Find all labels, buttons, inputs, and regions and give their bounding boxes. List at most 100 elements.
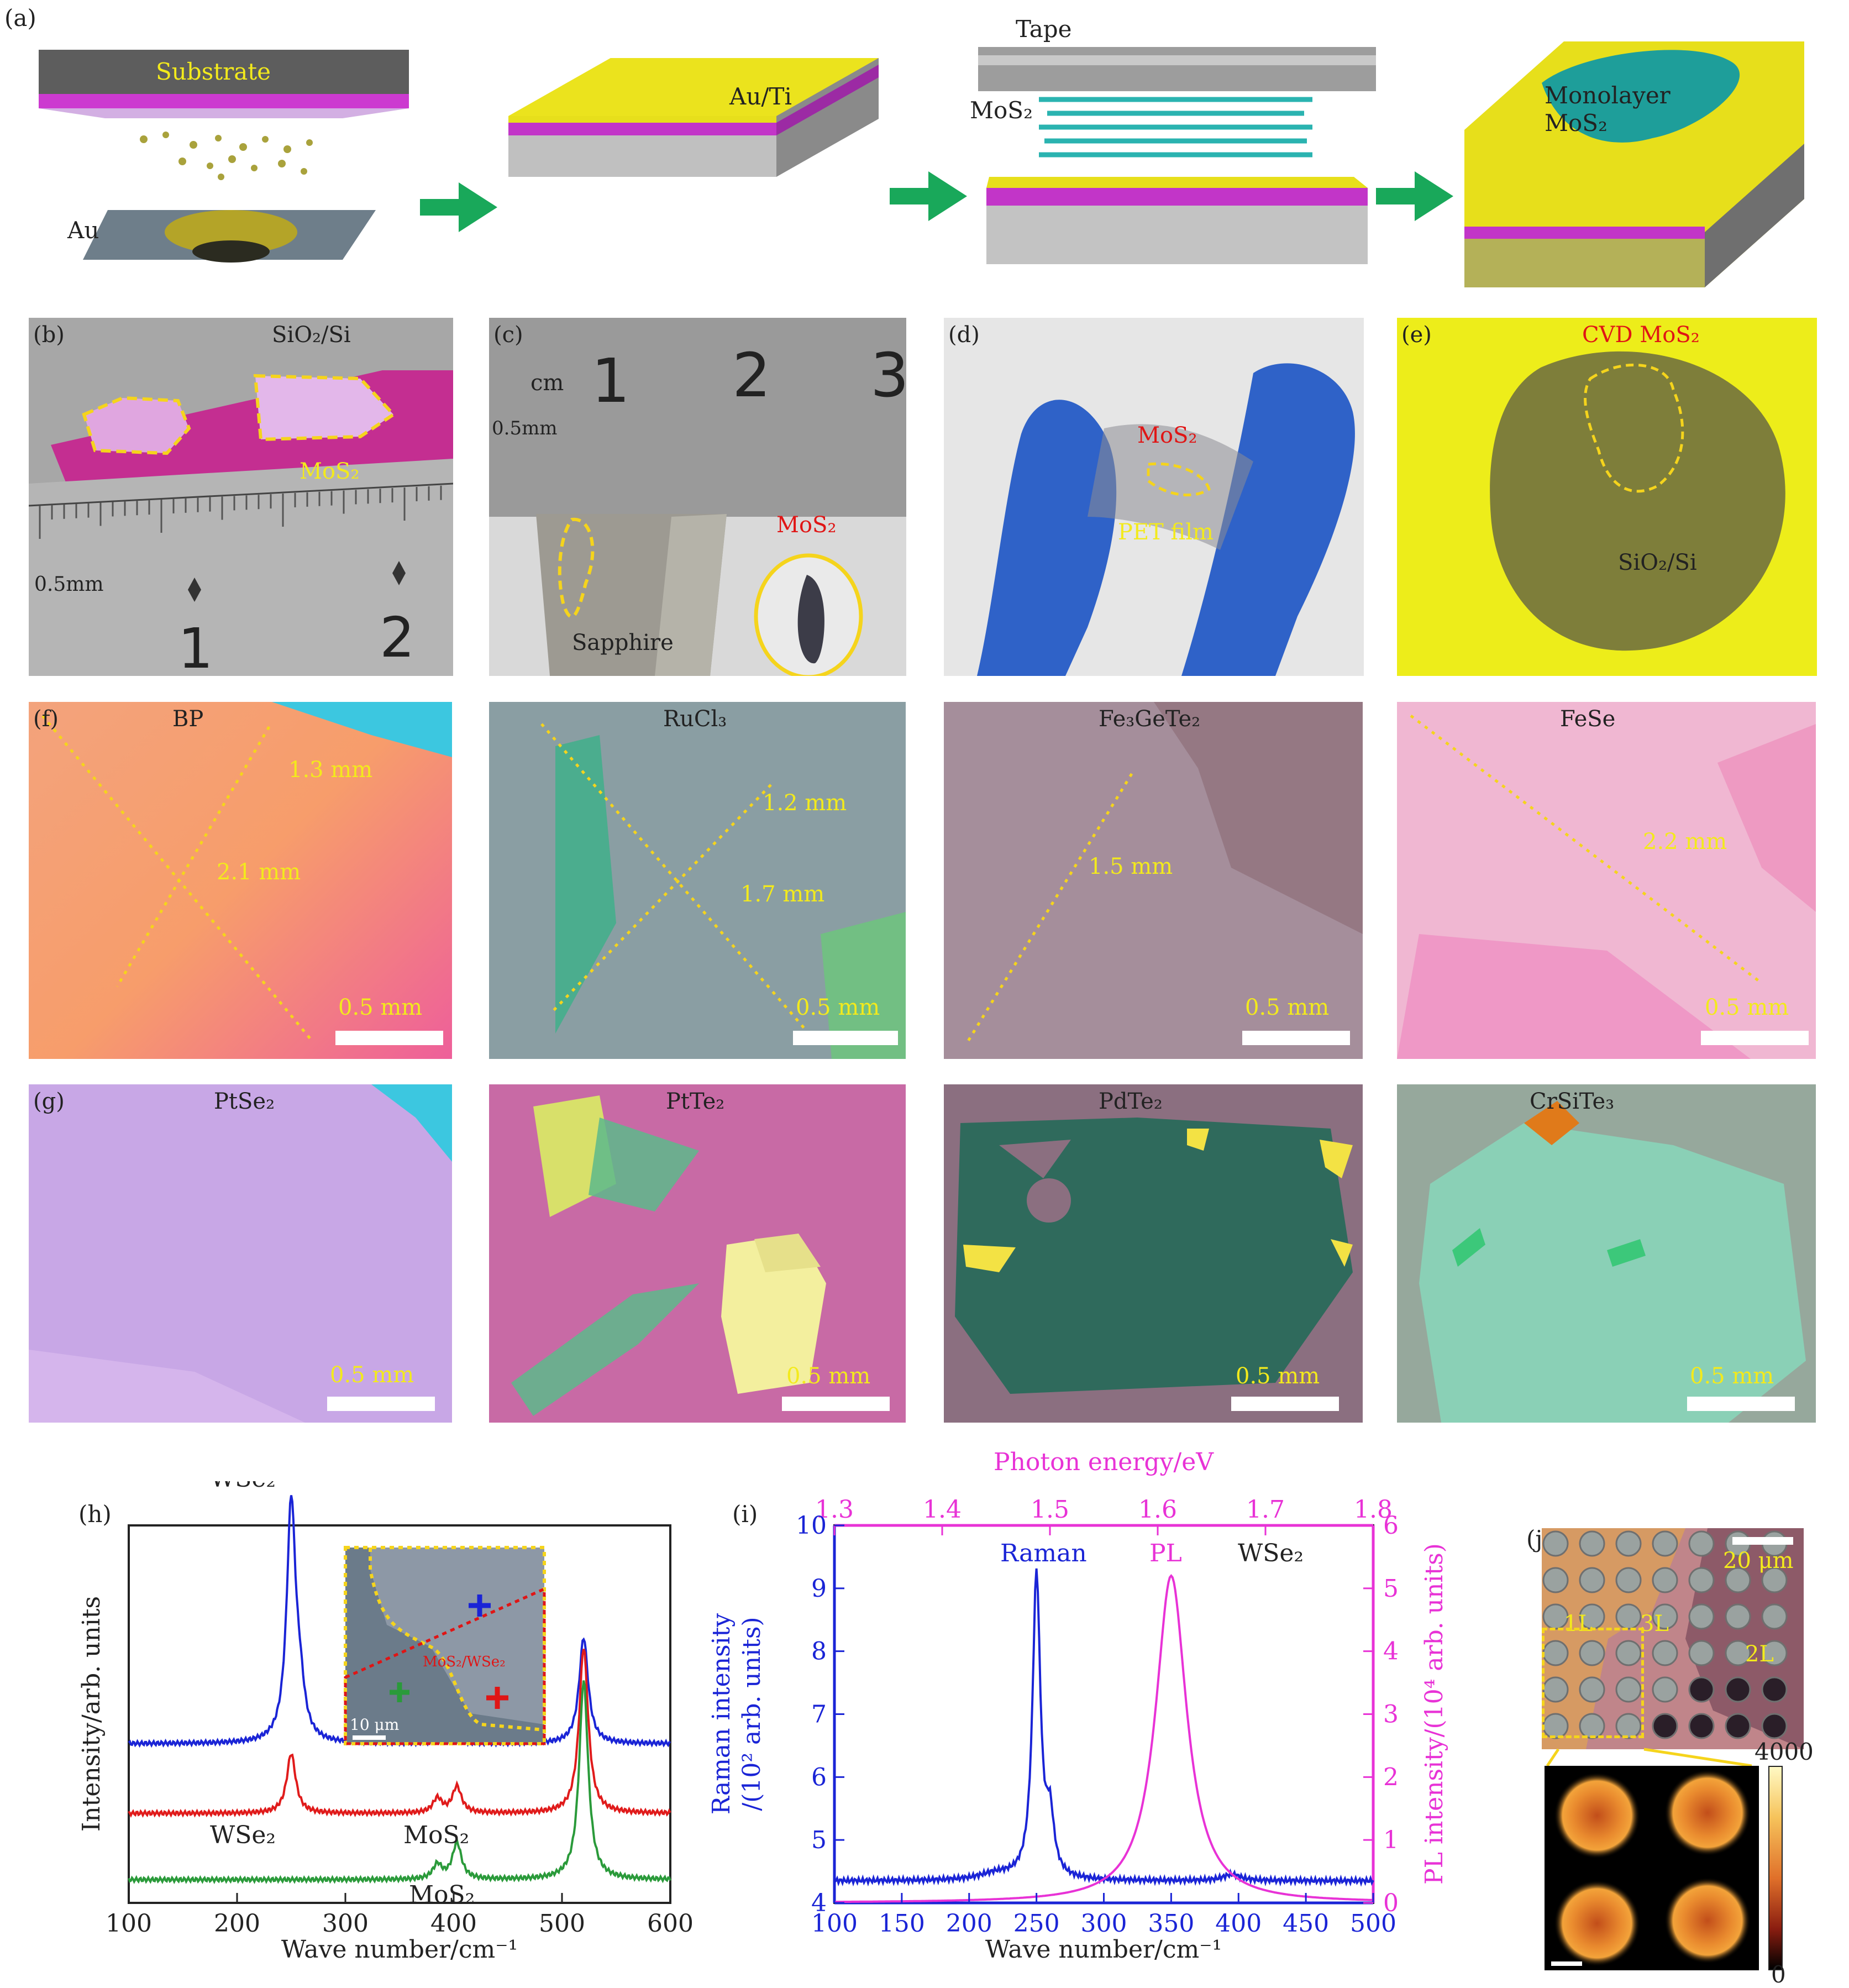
j-hole-0-4 [1688,1530,1715,1557]
panel-label-f: (f) [33,706,59,732]
pdte2-scale: 0.5 mm [1236,1363,1320,1389]
crsite3-scalebar [1687,1397,1795,1411]
rucl3-scale: 0.5 mm [796,995,880,1020]
panel-b-photo: (b) SiO₂/Si MoS₂ 0.5mm 1 2 [29,318,453,676]
h-xtick-label-5: 600 [647,1910,694,1938]
ptte2-scalebar [782,1397,890,1411]
j-hole-4-5 [1725,1676,1751,1703]
h-plot-frame [128,1524,671,1904]
i-series-pl [834,1573,1374,1903]
j-2l-label: 2L [1745,1641,1774,1667]
au-label: Au [67,217,99,244]
panel-f-fese: FeSe 2.2 mm 0.5 mm [1397,702,1816,1059]
panel-c-photo: (c) cm 0.5mm 1 2 3 Sapphire MoS₂ [489,318,906,676]
j-hole-1-2 [1615,1567,1642,1593]
panel-label-a: (a) [4,4,36,32]
j-hole-4-2 [1615,1676,1642,1703]
ptte2-title: PtTe₂ [666,1089,725,1114]
bp-scalebar [335,1031,443,1045]
h-annotation-0: WSe₂ [210,1481,276,1493]
i-xtick-label-1: 150 [879,1910,925,1938]
fe3gete2-dim1: 1.5 mm [1089,854,1173,879]
j-scale-label: 20 μm [1723,1548,1794,1573]
i-ltick-label-0: 4 [811,1889,827,1917]
j-hole-0-0 [1542,1530,1569,1557]
fe3gete2-dimension-lines [964,702,1363,1046]
monolayer-label-2: MoS₂ [1545,109,1608,137]
j-hole-2-2 [1615,1603,1642,1630]
i-ltick-label-4: 8 [811,1638,827,1666]
j-hole-1-1 [1579,1567,1605,1593]
mos2-label-b: MoS₂ [300,459,360,484]
i-xtick-label-8: 500 [1350,1910,1396,1938]
j-hole-5-6 [1761,1713,1788,1739]
j-hole-3-1 [1579,1640,1605,1666]
j-pl-map [1551,1770,1751,1966]
j-hole-4-6 [1761,1676,1788,1703]
ruler-tick-3-c: 3 [870,340,906,411]
i-legend-wse2: WSe₂ [1238,1539,1304,1567]
ruler-label-b: 0.5mm [34,573,104,596]
panel-label-h: (h) [78,1501,112,1528]
j-scalebar [1732,1537,1793,1545]
j-colorbar [1768,1766,1783,1970]
ruler-tick-2-c: 2 [732,340,771,411]
i-xtick-label-3: 250 [1013,1910,1060,1938]
sapphire-label: Sapphire [572,630,674,655]
j-hole-5-3 [1652,1713,1678,1739]
j-zoom-lines [1546,1748,1752,1767]
h-xlabel: Wave number/cm⁻¹ [281,1935,518,1964]
h-annotation-2: WSe₂ [210,1821,276,1849]
j-hole-0-3 [1652,1530,1678,1557]
i-xtick-label-4: 300 [1081,1910,1127,1938]
i-rtick-label-1: 1 [1383,1826,1399,1854]
rucl3-dimension-lines [540,723,906,1059]
panel-b-scene [29,370,453,676]
pdte2-scalebar [1231,1397,1339,1411]
panel-a: (a) [0,0,1849,298]
panel-d-photo: (d) MoS₂ PET film [944,318,1364,676]
i-xtick-label-0: 100 [811,1910,858,1938]
panel-label-e: (e) [1401,322,1432,348]
panel-h-chart: 100200300400500600WSe₂SiWSe₂MoS₂MoS₂ MoS… [77,1481,694,1964]
crsite3-scale: 0.5 mm [1690,1363,1774,1389]
j-hole-3-3 [1652,1640,1678,1666]
j-hole-0-1 [1579,1530,1605,1557]
panel-j-map [1545,1766,1759,1970]
panel-g-pdte2: PdTe₂ 0.5 mm [944,1084,1363,1423]
panel-label-c: (c) [493,322,523,348]
i-series-raman [833,1568,1374,1887]
fese-dim1: 2.2 mm [1643,829,1727,854]
i-plot-frame [833,1524,1374,1904]
j-hole-array [1542,1528,1804,1749]
cm-unit-label: cm [530,370,564,396]
rucl3-scalebar [793,1031,898,1045]
i-ylabel-left-2: /(10² arb. units) [738,1617,766,1811]
i-ltick-label-2: 6 [811,1763,827,1791]
i-toptick-label-1: 1.4 [923,1496,962,1524]
rucl3-dim2: 1.7 mm [740,882,825,907]
fese-dimension-lines [1397,715,1816,1059]
j-hole-2-6 [1761,1603,1788,1630]
j-hole-5-4 [1688,1713,1715,1739]
i-rtick-label-5: 5 [1383,1575,1399,1603]
i-rtick-label-3: 3 [1383,1701,1399,1729]
j-hole-3-2 [1615,1640,1642,1666]
j-hole-1-4 [1688,1567,1715,1593]
sio2-si-label: SiO₂/Si [272,322,351,348]
crsite3-title: CrSiTe₃ [1530,1089,1615,1114]
i-toptick-label-2: 1.5 [1031,1496,1069,1524]
panel-c-scene [489,318,906,676]
panel-g-crsite3: CrSiTe₃ 0.5 mm [1397,1084,1816,1423]
h-xtick-label-3: 400 [430,1910,477,1938]
h-inset-label: MoS₂/WSe₂ [423,1654,506,1670]
j-hole-4-4 [1688,1676,1715,1703]
i-top-xlabel: Photon energy/eV [994,1448,1214,1476]
bp-dim1: 1.3 mm [288,757,373,783]
ptse2-scene [29,1084,452,1423]
i-ylabel-right: PL intensity/(10⁴ arb. units) [1420,1543,1448,1885]
i-rtick-label-0: 0 [1383,1889,1399,1917]
i-toptick-label-0: 1.3 [815,1496,854,1524]
mos2-label-c: MoS₂ [776,512,837,538]
